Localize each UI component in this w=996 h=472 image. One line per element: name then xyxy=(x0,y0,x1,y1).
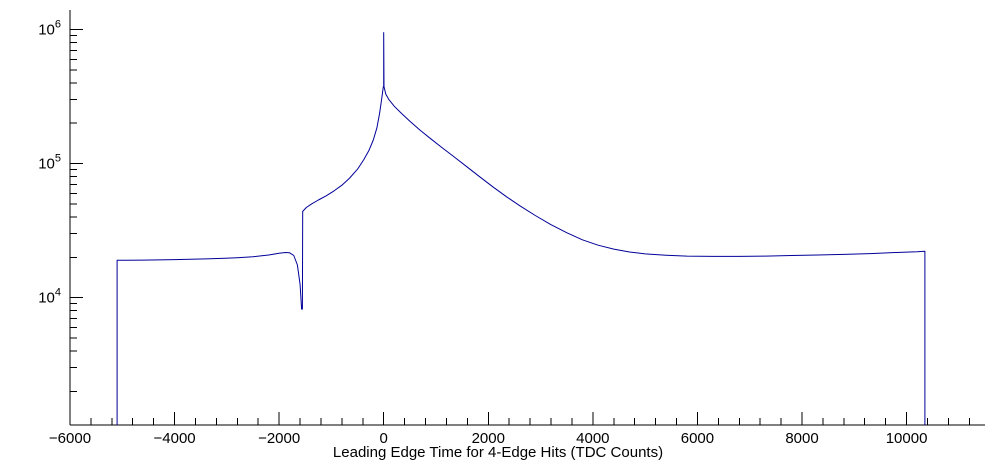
x-ticks xyxy=(69,412,970,425)
y-ticks xyxy=(70,29,83,392)
axes xyxy=(69,10,985,426)
x-axis-title: Leading Edge Time for 4-Edge Hits (TDC C… xyxy=(332,444,664,461)
x-tick-label: −2000 xyxy=(258,430,300,447)
x-tick-label: −6000 xyxy=(49,430,91,447)
x-tick-label: −4000 xyxy=(154,430,196,447)
x-tick-label: 2000 xyxy=(472,430,505,447)
x-tick-label: 10000 xyxy=(886,430,928,447)
histogram-line xyxy=(116,32,926,425)
x-tick-label: 8000 xyxy=(785,430,818,447)
y-tick-label: 105 xyxy=(38,153,61,173)
y-tick-label: 104 xyxy=(38,287,61,307)
x-tick-label: 0 xyxy=(380,430,388,447)
x-tick-label: 6000 xyxy=(681,430,714,447)
x-tick-label: 4000 xyxy=(576,430,609,447)
x-tick-labels: −6000 −4000 −2000 0 2000 4000 6000 8000 10000 xyxy=(49,430,928,447)
y-tick-labels: 104 105 106 xyxy=(38,19,61,307)
y-tick-label: 106 xyxy=(38,19,61,39)
